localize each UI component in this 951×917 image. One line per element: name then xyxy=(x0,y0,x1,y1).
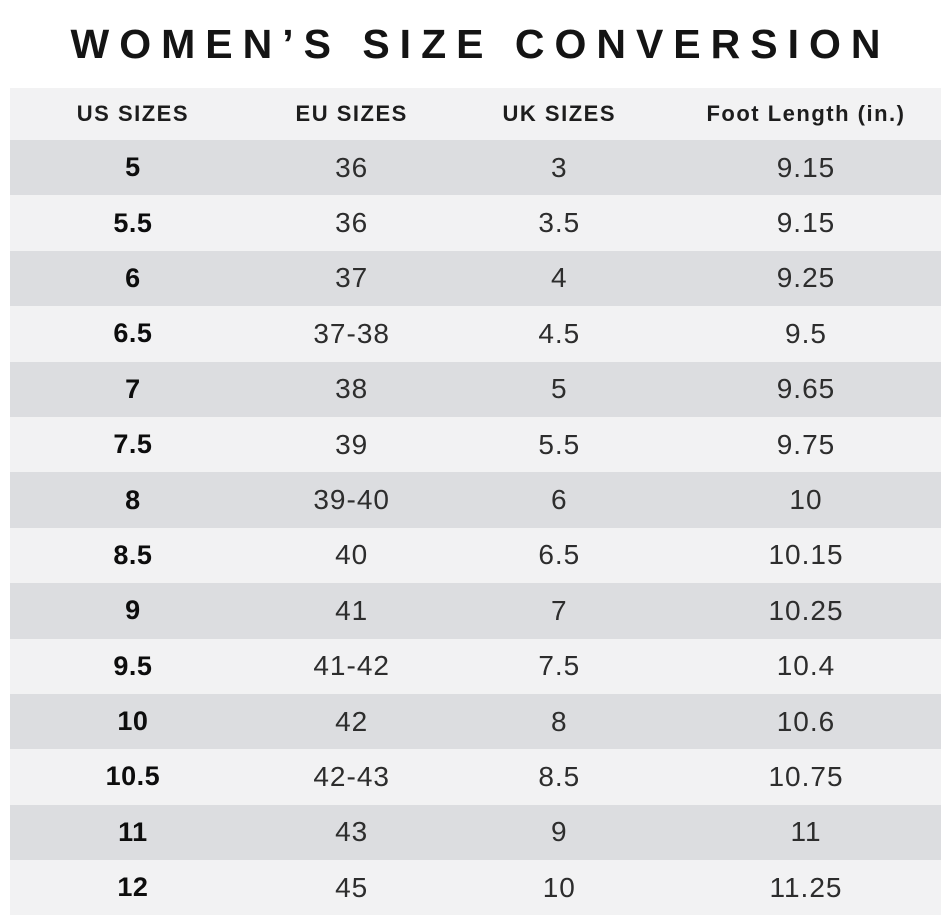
header-cell-eu-sizes: EU SIZES xyxy=(295,101,408,126)
us-size-cell: 10.5 xyxy=(105,761,161,792)
us-size-cell: 6.5 xyxy=(113,318,153,349)
page-title: WOMEN’S SIZE CONVERSION xyxy=(70,20,891,67)
eu-size-cell: 39-40 xyxy=(313,484,390,516)
uk-size-cell: 9 xyxy=(550,816,568,848)
foot-length-cell: 9.15 xyxy=(776,207,836,239)
uk-size-cell: 6.5 xyxy=(538,539,581,571)
eu-size-cell: 36 xyxy=(335,151,369,183)
table-row: 7.5 39 5.5 9.75 xyxy=(10,416,941,473)
eu-size-cell: 39 xyxy=(335,428,369,460)
uk-size-cell: 4.5 xyxy=(538,317,581,349)
eu-size-cell: 42 xyxy=(335,705,369,737)
eu-size-cell: 37-38 xyxy=(313,317,390,349)
us-size-cell: 7.5 xyxy=(113,429,153,460)
table-row: 11 43 9 11 xyxy=(10,804,941,861)
size-conversion-table: US SIZES EU SIZES UK SIZES Foot Length (… xyxy=(10,88,941,916)
foot-length-cell: 9.25 xyxy=(776,262,836,294)
us-size-cell: 8.5 xyxy=(113,539,153,570)
us-size-cell: 10 xyxy=(117,706,149,737)
us-size-cell: 9 xyxy=(125,595,141,626)
us-size-cell: 12 xyxy=(117,872,149,903)
uk-size-cell: 5.5 xyxy=(538,428,581,460)
us-size-cell: 7 xyxy=(125,373,141,404)
table-row: 6 37 4 9.25 xyxy=(10,250,941,307)
foot-length-cell: 9.5 xyxy=(785,317,827,349)
uk-size-cell: 7 xyxy=(550,594,568,626)
us-size-cell: 8 xyxy=(125,484,141,515)
header-cell-uk-sizes: UK SIZES xyxy=(502,101,617,126)
uk-size-cell: 6 xyxy=(550,484,568,516)
us-size-cell: 6 xyxy=(125,262,141,293)
table-row: 5.5 36 3.5 9.15 xyxy=(10,195,941,251)
table-body: 5 36 3 9.15 5.5 36 3.5 9.15 6 37 4 9.25 … xyxy=(10,140,941,916)
table-row: 10.5 42-43 8.5 10.75 xyxy=(10,749,941,805)
table-row: 12 45 10 11.25 xyxy=(10,860,941,916)
foot-length-cell: 10.6 xyxy=(776,705,836,737)
table-row: 6.5 37-38 4.5 9.5 xyxy=(10,306,941,362)
eu-size-cell: 40 xyxy=(335,539,369,571)
foot-length-cell: 9.75 xyxy=(776,428,836,460)
uk-size-cell: 3 xyxy=(550,151,568,183)
eu-size-cell: 42-43 xyxy=(313,760,390,792)
eu-size-cell: 45 xyxy=(335,871,369,903)
title-block: WOMEN’S SIZE CONVERSION xyxy=(0,0,951,88)
foot-length-cell: 10.25 xyxy=(768,594,844,626)
uk-size-cell: 7.5 xyxy=(538,650,581,682)
uk-size-cell: 8.5 xyxy=(538,760,581,792)
table-row: 8.5 40 6.5 10.15 xyxy=(10,527,941,584)
header-cell-us-sizes: US SIZES xyxy=(76,101,190,126)
eu-size-cell: 41 xyxy=(335,594,369,626)
table-row: 5 36 3 9.15 xyxy=(10,140,941,196)
foot-length-cell: 9.15 xyxy=(776,151,836,183)
foot-length-cell: 10 xyxy=(789,484,823,516)
eu-size-cell: 37 xyxy=(335,262,369,294)
table-row: 10 42 8 10.6 xyxy=(10,693,941,750)
eu-size-cell: 43 xyxy=(335,816,369,848)
table-row: 9 41 7 10.25 xyxy=(10,583,941,639)
us-size-cell: 11 xyxy=(118,816,148,847)
us-size-cell: 5.5 xyxy=(113,207,153,238)
foot-length-cell: 11.25 xyxy=(769,871,843,903)
table-row: 9.5 41-42 7.5 10.4 xyxy=(10,638,941,694)
foot-length-cell: 11 xyxy=(790,816,822,848)
uk-size-cell: 3.5 xyxy=(538,207,581,239)
uk-size-cell: 4 xyxy=(550,262,568,294)
eu-size-cell: 38 xyxy=(335,373,369,405)
uk-size-cell: 5 xyxy=(550,373,568,405)
table-row: 7 38 5 9.65 xyxy=(10,361,941,417)
table-header-row: US SIZES EU SIZES UK SIZES Foot Length (… xyxy=(10,88,941,140)
eu-size-cell: 41-42 xyxy=(313,650,390,682)
uk-size-cell: 8 xyxy=(550,705,568,737)
foot-length-cell: 10.4 xyxy=(776,650,836,682)
us-size-cell: 5 xyxy=(125,152,141,183)
table-row: 8 39-40 6 10 xyxy=(10,472,941,528)
foot-length-cell: 10.15 xyxy=(768,539,844,571)
us-size-cell: 9.5 xyxy=(113,650,153,681)
header-cell-foot-length: Foot Length (in.) xyxy=(706,101,906,126)
eu-size-cell: 36 xyxy=(335,207,369,239)
uk-size-cell: 10 xyxy=(542,871,576,903)
foot-length-cell: 10.75 xyxy=(768,760,844,792)
foot-length-cell: 9.65 xyxy=(776,373,836,405)
